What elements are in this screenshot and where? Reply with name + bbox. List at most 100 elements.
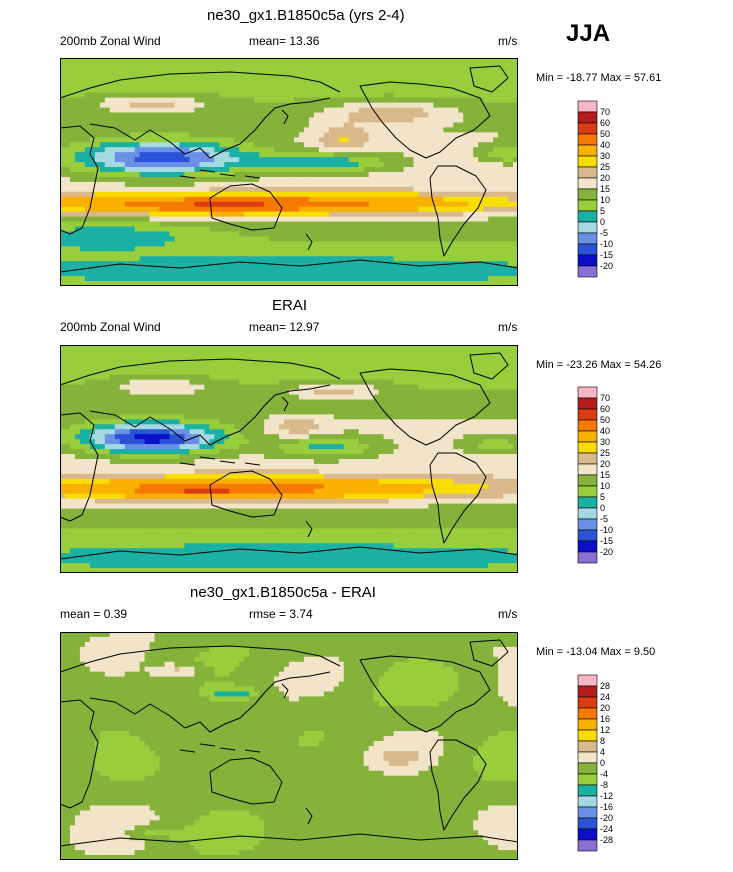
field-cell bbox=[448, 162, 454, 168]
field-cell bbox=[323, 142, 330, 148]
field-cell bbox=[224, 241, 230, 247]
field-cell bbox=[423, 181, 429, 188]
field-cell bbox=[478, 236, 484, 242]
field-cell bbox=[343, 276, 350, 282]
field-cell bbox=[244, 167, 250, 173]
field-cell bbox=[423, 241, 429, 247]
field-cell bbox=[89, 97, 96, 104]
field-cell bbox=[179, 226, 186, 233]
field-cell bbox=[104, 122, 111, 128]
field-cell bbox=[104, 186, 111, 193]
field-cell bbox=[323, 157, 330, 163]
field-cell bbox=[393, 266, 400, 272]
field-cell bbox=[433, 226, 439, 233]
field-cell bbox=[74, 92, 81, 99]
field-cell bbox=[483, 132, 489, 138]
field-cell bbox=[378, 77, 385, 84]
field-cell bbox=[443, 176, 449, 183]
field-cell bbox=[328, 201, 335, 208]
field-cell bbox=[483, 181, 489, 188]
field-cell bbox=[318, 374, 325, 381]
field-cell bbox=[493, 231, 499, 238]
field-cell bbox=[69, 82, 76, 89]
field-cell bbox=[144, 147, 151, 153]
field-cell bbox=[149, 172, 156, 178]
field-cell bbox=[60, 349, 66, 356]
field-cell bbox=[229, 172, 235, 178]
field-cell bbox=[114, 345, 121, 351]
field-cell bbox=[94, 92, 101, 99]
field-cell bbox=[508, 276, 514, 282]
field-cell bbox=[194, 142, 200, 148]
field-cell bbox=[313, 231, 320, 238]
field-cell bbox=[503, 276, 509, 282]
field-cell bbox=[269, 281, 275, 286]
field-cell bbox=[194, 117, 200, 124]
field-cell bbox=[264, 77, 270, 84]
field-cell bbox=[398, 226, 405, 233]
field-cell bbox=[134, 62, 141, 69]
field-cell bbox=[448, 132, 454, 138]
field-cell bbox=[244, 221, 250, 228]
field-cell bbox=[249, 112, 255, 119]
field-cell bbox=[154, 117, 161, 124]
field-cell bbox=[114, 191, 121, 198]
field-cell bbox=[254, 72, 260, 79]
field-cell bbox=[453, 112, 459, 119]
field-cell bbox=[433, 77, 439, 84]
field-cell bbox=[398, 127, 405, 133]
field-cell bbox=[458, 211, 464, 218]
field-cell bbox=[403, 349, 410, 356]
field-cell bbox=[134, 92, 141, 99]
field-cell bbox=[274, 196, 280, 203]
field-cell bbox=[358, 92, 365, 99]
field-cell bbox=[333, 137, 340, 143]
field-cell bbox=[303, 226, 310, 233]
field-cell bbox=[323, 92, 330, 99]
field-cell bbox=[224, 221, 230, 228]
field-cell bbox=[398, 349, 405, 356]
field-cell bbox=[144, 127, 151, 133]
field-cell bbox=[84, 58, 91, 64]
field-cell bbox=[99, 142, 106, 148]
field-cell bbox=[79, 281, 86, 286]
field-cell bbox=[348, 176, 355, 183]
field-cell bbox=[164, 221, 171, 228]
field-cell bbox=[189, 191, 196, 198]
field-cell bbox=[383, 92, 390, 99]
field-cell bbox=[458, 276, 464, 282]
field-cell bbox=[338, 152, 345, 158]
field-cell bbox=[503, 92, 509, 99]
field-cell bbox=[353, 369, 360, 376]
field-cell bbox=[433, 251, 439, 257]
field-cell bbox=[69, 186, 76, 193]
field-cell bbox=[179, 241, 186, 247]
field-cell bbox=[184, 181, 191, 188]
field-cell bbox=[438, 345, 444, 351]
field-cell bbox=[139, 206, 146, 213]
field-cell bbox=[403, 251, 410, 257]
field-cell bbox=[164, 72, 171, 79]
field-cell bbox=[323, 186, 330, 193]
field-cell bbox=[259, 112, 265, 119]
field-cell bbox=[458, 157, 464, 163]
field-cell bbox=[463, 112, 469, 119]
field-cell bbox=[383, 77, 390, 84]
field-cell bbox=[209, 72, 215, 79]
field-cell bbox=[508, 271, 514, 277]
field-cell bbox=[64, 186, 71, 193]
field-cell bbox=[134, 374, 141, 381]
field-cell bbox=[269, 251, 275, 257]
field-cell bbox=[308, 379, 315, 386]
field-cell bbox=[393, 77, 400, 84]
field-cell bbox=[164, 172, 171, 178]
field-cell bbox=[124, 216, 131, 223]
field-cell bbox=[388, 92, 395, 99]
field-cell bbox=[254, 97, 260, 104]
field-cell bbox=[214, 122, 220, 128]
field-cell bbox=[134, 152, 141, 158]
field-cell bbox=[483, 246, 489, 252]
field-cell bbox=[284, 62, 290, 69]
field-cell bbox=[124, 107, 131, 114]
field-cell bbox=[289, 281, 295, 286]
